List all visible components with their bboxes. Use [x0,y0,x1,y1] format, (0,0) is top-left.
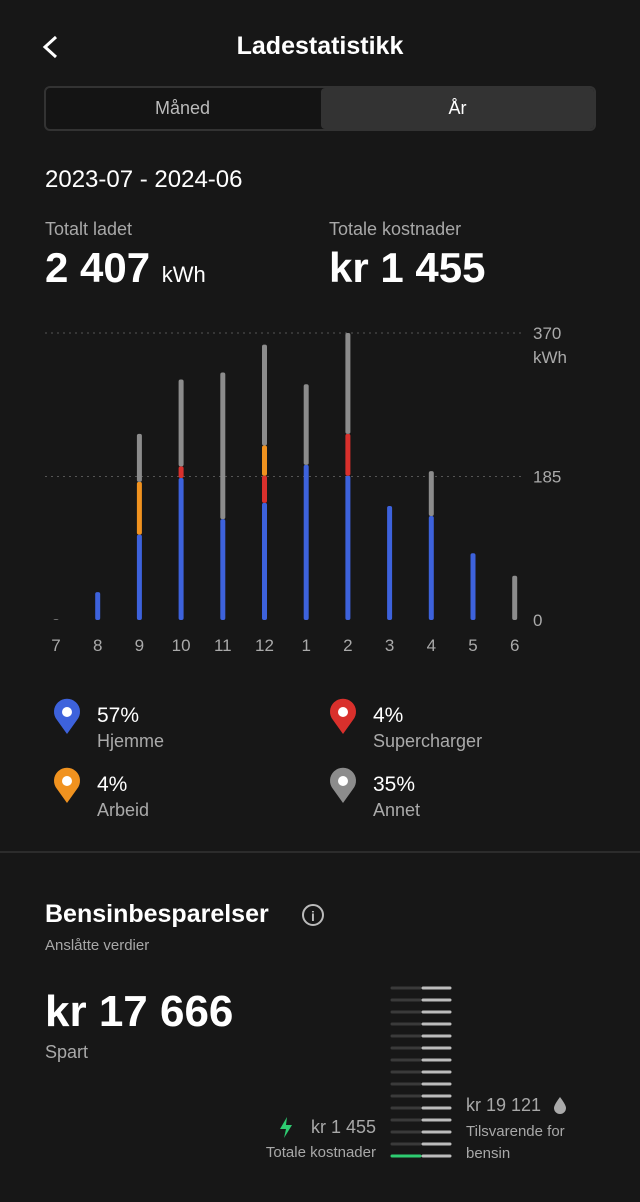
bar-segment [428,471,434,517]
bar-segment [428,516,434,620]
bar-segment [136,534,142,620]
bar-segment [470,553,476,620]
legend-icon-glyph [62,707,72,717]
x-tick-label: 11 [214,636,232,655]
x-tick-label: 10 [172,636,191,655]
bar-segment [345,333,351,434]
x-tick-label: 7 [51,636,60,655]
savings-label: Spart [45,1042,89,1062]
petrol-label: Tilsvarende for bensin [466,1123,565,1162]
y-tick-label: 370 [533,324,561,343]
legend-icon-glyph [338,776,348,786]
bar-segment [220,519,226,620]
stat-label: Totale kostnader [329,219,462,239]
legend-icon-glyph [62,776,72,786]
bar-segment [53,619,59,620]
tab[interactable]: År [448,98,467,118]
period: 2023-07 - 2024-06 [45,166,243,193]
info-glyph: i [311,908,315,924]
x-tick-label: 2 [343,636,352,655]
x-tick-label: 3 [385,636,394,655]
legend-icon-glyph [338,707,348,717]
back-button[interactable] [42,35,58,59]
electric-cost: kr 1 455 [310,1117,376,1137]
bar-segment [345,433,351,476]
legend-share: 4% [373,704,403,727]
x-tick-label: 4 [427,636,436,655]
legend-share: 35% [373,773,415,796]
bar-segment [303,464,309,620]
petrol-cost: kr 19 121 [466,1095,542,1115]
bar-segment [262,344,267,446]
electric-label: Totale kostnader [265,1144,376,1161]
legend-share: 57% [97,704,139,727]
stat-label: Totalt ladet [45,219,133,239]
bar-segment [178,478,184,620]
x-tick-label: 9 [135,636,144,655]
bar-segment [262,445,267,476]
bar-segment [136,481,142,535]
stat-number: 2 407 [45,244,151,291]
section-subtitle: Anslåtte verdier [45,937,150,954]
stat-value: kr 1 455 [329,244,486,291]
x-tick-label: 5 [468,636,477,655]
savings-amount: kr 17 666 [45,987,234,1036]
legend-share: 4% [97,773,127,796]
tab[interactable]: Måned [154,98,211,118]
bar-segment [387,505,393,620]
bar-segment [345,475,351,620]
info-icon[interactable] [302,904,324,926]
y-tick-label: 0 [533,611,542,630]
tab-active [321,88,594,129]
x-tick-label: 6 [510,636,519,655]
y-unit: kWh [533,348,567,367]
bar-segment [512,575,518,620]
x-tick-label: 8 [93,636,102,655]
bar-segment [303,384,309,465]
bolt-icon [280,1117,292,1138]
drop-icon [554,1097,566,1114]
x-tick-label: 1 [301,636,310,655]
savings-graphic [390,986,452,1158]
x-tick-label: 12 [255,636,274,655]
y-tick-label: 185 [533,468,561,487]
legend-label: Arbeid [97,800,149,820]
bar-segment [262,475,267,503]
bar-segment [220,372,226,520]
section-title: Bensinbesparelser [45,900,269,928]
stat-value: 2 407 kWh [45,244,206,292]
title: Ladestatistikk [236,32,404,60]
legend-label: Hjemme [97,731,164,751]
bar-segment [178,466,184,479]
bar-segment [262,502,267,620]
legend-label: Annet [373,800,420,820]
legend-label: Supercharger [373,731,482,751]
bar-segment [95,592,101,620]
stat-unit: kWh [161,262,206,287]
bar-segment [136,433,142,482]
bar-segment [178,379,184,467]
